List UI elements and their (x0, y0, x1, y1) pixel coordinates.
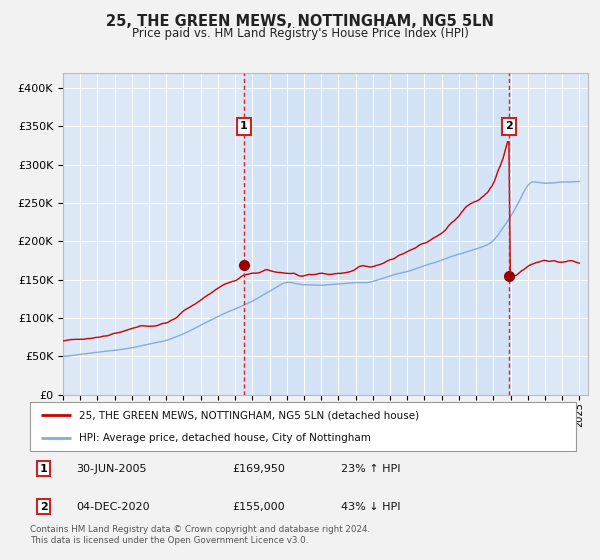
Text: 43% ↓ HPI: 43% ↓ HPI (341, 502, 401, 512)
Text: 04-DEC-2020: 04-DEC-2020 (76, 502, 150, 512)
Text: HPI: Average price, detached house, City of Nottingham: HPI: Average price, detached house, City… (79, 433, 371, 444)
Text: 2: 2 (505, 122, 513, 132)
Text: Contains HM Land Registry data © Crown copyright and database right 2024.
This d: Contains HM Land Registry data © Crown c… (30, 525, 370, 545)
Text: 1: 1 (240, 122, 248, 132)
Text: 1: 1 (40, 464, 47, 474)
Text: 25, THE GREEN MEWS, NOTTINGHAM, NG5 5LN: 25, THE GREEN MEWS, NOTTINGHAM, NG5 5LN (106, 14, 494, 29)
Text: Price paid vs. HM Land Registry's House Price Index (HPI): Price paid vs. HM Land Registry's House … (131, 27, 469, 40)
Text: 30-JUN-2005: 30-JUN-2005 (76, 464, 147, 474)
Text: 23% ↑ HPI: 23% ↑ HPI (341, 464, 401, 474)
Text: £169,950: £169,950 (232, 464, 285, 474)
FancyBboxPatch shape (30, 402, 576, 451)
Bar (244, 73, 509, 395)
Text: £155,000: £155,000 (232, 502, 284, 512)
Text: 25, THE GREEN MEWS, NOTTINGHAM, NG5 5LN (detached house): 25, THE GREEN MEWS, NOTTINGHAM, NG5 5LN … (79, 410, 419, 421)
Text: 2: 2 (40, 502, 47, 512)
